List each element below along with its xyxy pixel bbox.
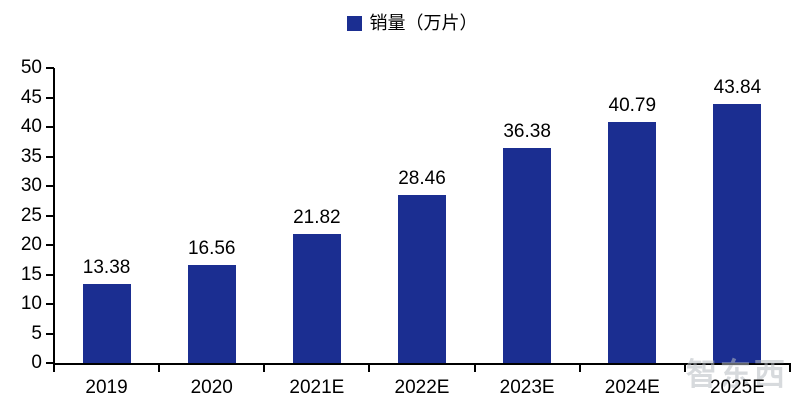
legend: 销量（万片） (12, 13, 800, 33)
bar-value-label: 13.38 (82, 257, 131, 279)
bar-value-label: 21.82 (293, 207, 341, 229)
x-axis-line (53, 363, 791, 365)
bar-value-label: 16.56 (187, 238, 236, 260)
y-axis-tick (46, 126, 54, 128)
x-axis-label: 2025E (709, 377, 765, 398)
y-axis-label: 50 (20, 57, 42, 78)
bar-2025E (713, 104, 762, 363)
x-axis-tick (158, 365, 161, 372)
y-axis-label: 15 (20, 263, 42, 285)
legend-label: 销量（万片） (369, 13, 478, 33)
y-axis-tick (46, 214, 54, 217)
legend-marker-icon (346, 15, 362, 31)
x-axis-tick (263, 365, 266, 372)
y-axis-tick (46, 96, 54, 99)
bar-value-label: 40.79 (608, 95, 657, 117)
y-axis-label: 10 (20, 293, 42, 314)
y-axis-tick (46, 332, 54, 335)
y-axis-label: 20 (20, 234, 42, 255)
x-axis-label: 2022E (394, 377, 450, 398)
y-axis-label: 35 (20, 145, 42, 167)
bar-2023E (503, 148, 552, 363)
y-axis-tick (46, 67, 54, 69)
x-axis-tick (53, 365, 55, 372)
bar-value-label: 43.84 (713, 77, 762, 99)
x-axis-label: 2023E (499, 377, 555, 398)
x-axis-tick (789, 365, 791, 372)
y-axis-tick (46, 155, 54, 158)
y-axis-line (53, 68, 55, 365)
y-axis-tick (46, 244, 54, 246)
x-axis-tick (368, 365, 371, 372)
x-axis-label: 2020 (190, 377, 233, 398)
x-axis-tick (578, 365, 581, 372)
bar-value-label: 36.38 (503, 121, 551, 143)
bar-2019 (82, 284, 131, 363)
y-axis-tick (46, 362, 54, 364)
bar-2021E (292, 234, 341, 363)
bar-value-label: 28.46 (398, 168, 446, 190)
x-axis-tick (683, 365, 686, 372)
y-axis-label: 25 (20, 204, 42, 226)
watermark: 智东西 (686, 357, 788, 392)
x-axis-tick (473, 365, 476, 372)
y-axis-tick (46, 303, 54, 305)
bar-2020 (187, 265, 236, 363)
y-axis-label: 0 (31, 352, 42, 373)
x-axis-label: 2021E (289, 377, 345, 398)
bar-2022E (398, 195, 446, 363)
y-axis-label: 40 (20, 116, 42, 137)
y-axis-label: 30 (20, 175, 42, 196)
y-axis-label: 45 (20, 86, 42, 108)
x-axis-label: 2019 (85, 377, 128, 398)
x-axis-label: 2024E (604, 377, 660, 398)
bar-2024E (608, 122, 657, 363)
y-axis-tick (46, 185, 54, 187)
y-axis-tick (46, 273, 54, 276)
y-axis-label: 5 (31, 322, 42, 344)
